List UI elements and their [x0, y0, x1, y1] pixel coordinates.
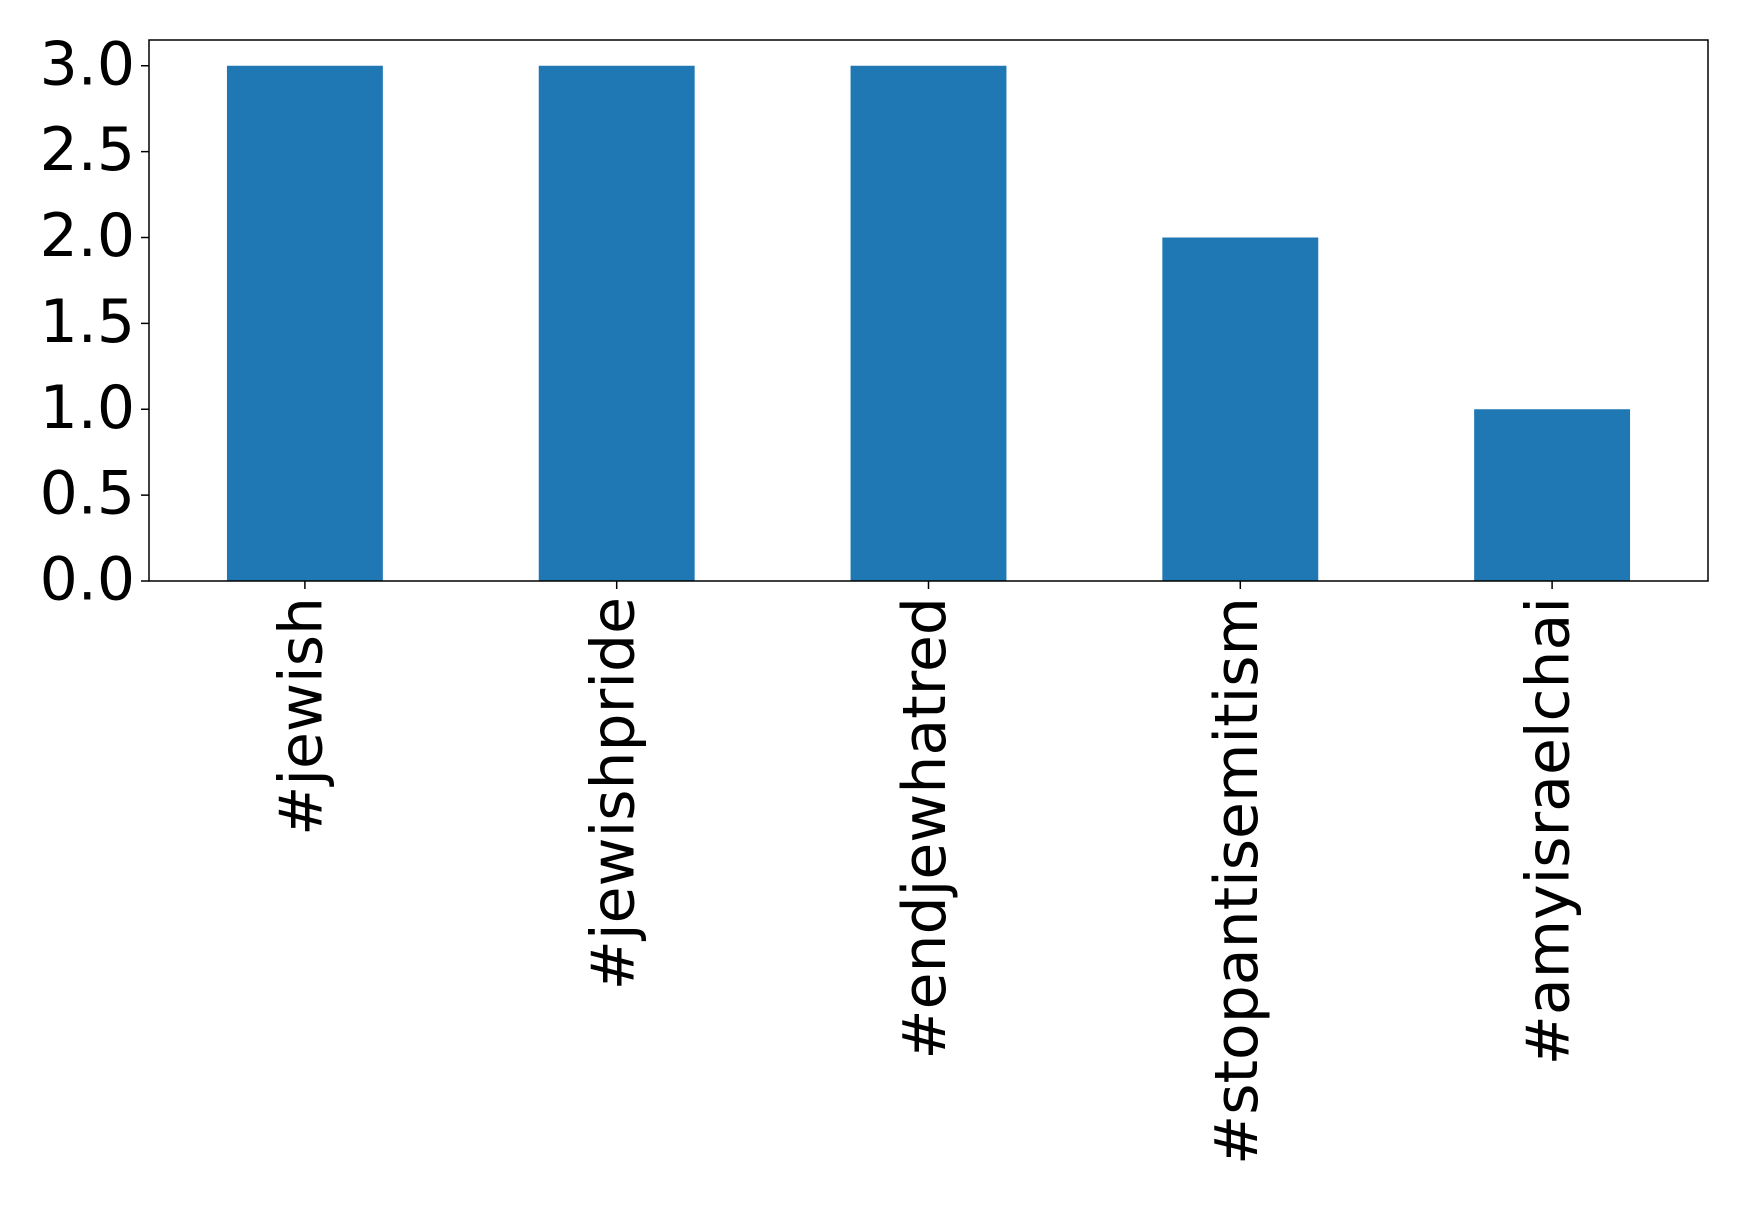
y-tick-label: 2.5	[40, 115, 135, 185]
plot-frame	[148, 39, 1709, 582]
y-tick-label: 3.0	[40, 29, 135, 99]
y-tick-label: 0.0	[40, 545, 135, 615]
y-tick-label: 0.5	[40, 459, 135, 529]
x-tick-label: #amyisraelchai	[1514, 597, 1584, 1065]
bar	[226, 65, 383, 581]
x-tick-label: #jewishpride	[578, 597, 648, 990]
bar	[1474, 409, 1631, 581]
bar	[850, 65, 1007, 581]
x-tick-label: #stopantisemitism	[1202, 597, 1272, 1165]
bar	[1162, 237, 1319, 581]
x-tick-label: #jewish	[266, 597, 336, 836]
y-tick-label: 1.5	[40, 287, 135, 357]
bar	[538, 65, 695, 581]
y-tick-label: 2.0	[40, 201, 135, 271]
y-tick-label: 1.0	[40, 373, 135, 443]
x-tick-label: #endjewhatred	[890, 597, 960, 1060]
